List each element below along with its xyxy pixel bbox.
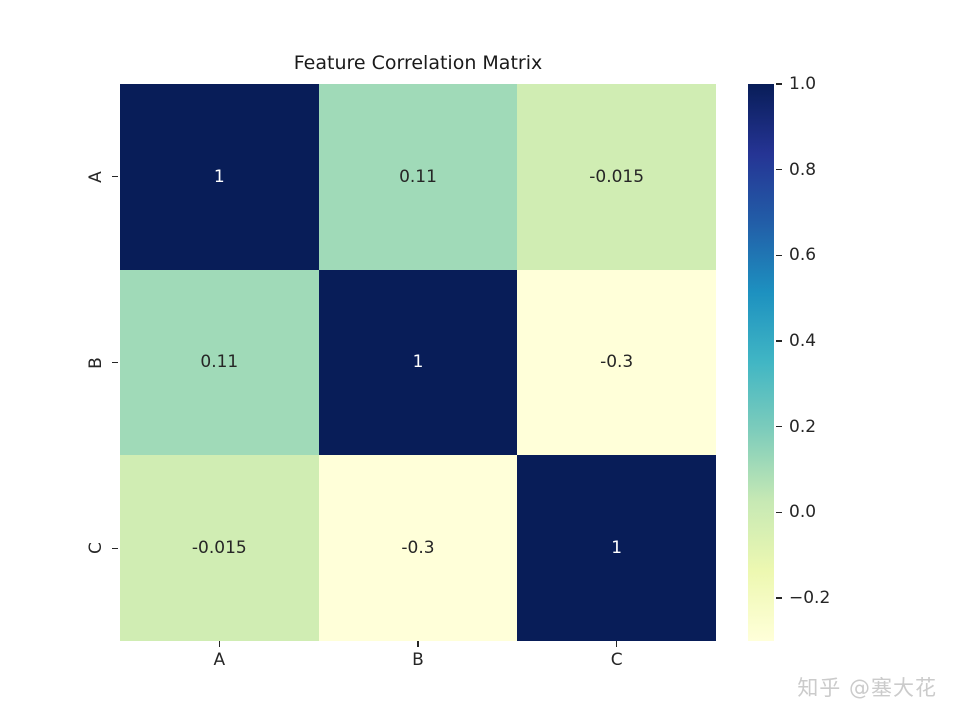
heatmap-cell-B-B: 1 — [318, 269, 518, 456]
colorbar-tick-label: 0.2 — [789, 416, 817, 437]
colorbar-tick-label: 0.6 — [789, 245, 817, 266]
heatmap-cell-A-A: 1 — [120, 84, 319, 270]
heatmap-cell-C-B: -0.3 — [318, 455, 518, 641]
y-tick-label-A: A — [86, 171, 106, 183]
x-tick-label-A: A — [213, 650, 226, 670]
colorbar-tick-label: 1.0 — [789, 74, 817, 94]
colorbar-tick-mark — [776, 511, 782, 514]
colorbar-tick-mark — [776, 597, 782, 599]
x-tick-mark — [417, 641, 419, 647]
heatmap-cell-A-C: -0.015 — [517, 84, 716, 270]
y-tick-label-B: B — [86, 356, 106, 369]
heatmap: 1 0.11 -0.015 0.11 1 -0.3 -0.015 -0.3 1 — [120, 84, 716, 641]
colorbar-tick-mark — [776, 340, 782, 342]
x-tick-mark — [616, 641, 618, 647]
colorbar-tick-label: 0.8 — [789, 159, 817, 180]
heatmap-cell-C-A: -0.015 — [120, 455, 319, 641]
colorbar-tick-mark — [776, 83, 782, 85]
x-tick-label-C: C — [610, 650, 623, 670]
colorbar-tick-label: 0.4 — [789, 331, 817, 352]
heatmap-cell-B-C: -0.3 — [517, 269, 716, 456]
heatmap-cell-B-A: 0.11 — [120, 269, 319, 456]
colorbar-tick-mark — [776, 168, 782, 171]
colorbar-tick-label: 0.0 — [789, 502, 817, 523]
heatmap-cell-A-B: 0.11 — [318, 84, 518, 270]
colorbar-tick-mark — [776, 254, 782, 257]
watermark: 知乎 @塞大花 — [797, 676, 937, 700]
chart-title: Feature Correlation Matrix — [293, 52, 543, 74]
colorbar — [748, 84, 774, 641]
colorbar-tick-label: −0.2 — [789, 588, 831, 609]
x-tick-label-B: B — [412, 650, 424, 670]
heatmap-cell-C-C: 1 — [517, 455, 716, 641]
y-tick-mark — [112, 361, 118, 364]
y-tick-mark — [112, 176, 118, 178]
y-tick-label-C: C — [86, 542, 106, 555]
colorbar-tick-mark — [776, 426, 782, 428]
y-tick-mark — [112, 547, 118, 549]
x-tick-mark — [218, 641, 220, 647]
